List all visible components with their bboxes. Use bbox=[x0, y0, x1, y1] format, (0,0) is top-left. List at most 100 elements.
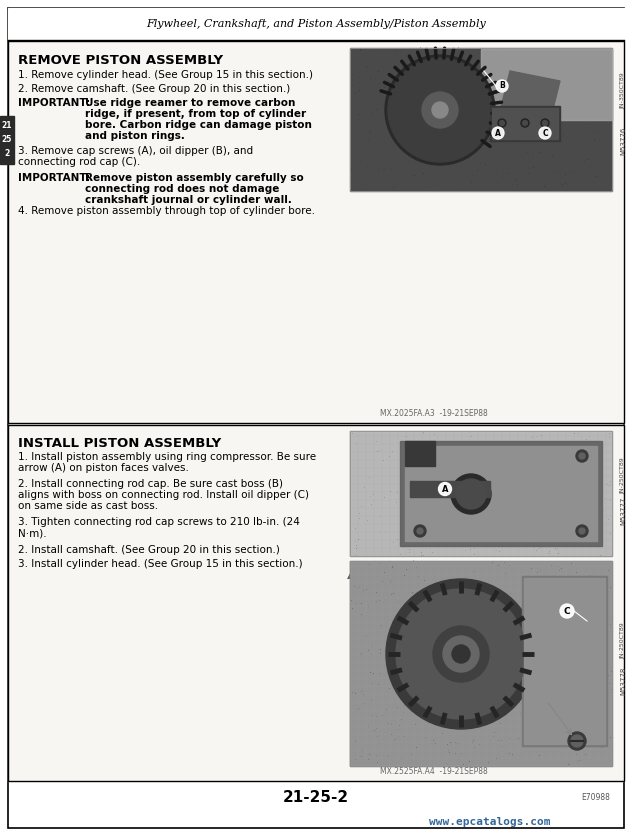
Text: Remove piston assembly carefully so: Remove piston assembly carefully so bbox=[85, 173, 304, 183]
Text: 2. Install connecting rod cap. Be sure cast boss (B): 2. Install connecting rod cap. Be sure c… bbox=[18, 479, 283, 489]
Bar bbox=[350, 48, 612, 191]
Bar bbox=[350, 561, 612, 766]
Text: M53776: M53776 bbox=[620, 127, 626, 155]
Text: N·m).: N·m). bbox=[18, 528, 47, 538]
Bar bbox=[8, 8, 624, 40]
Text: 1. Remove cylinder head. (See Group 15 in this section.): 1. Remove cylinder head. (See Group 15 i… bbox=[18, 70, 313, 80]
Bar bbox=[350, 561, 612, 766]
Bar bbox=[405, 446, 597, 541]
Circle shape bbox=[568, 732, 586, 750]
Text: bore. Carbon ridge can damage piston: bore. Carbon ridge can damage piston bbox=[85, 120, 312, 130]
Bar bbox=[410, 481, 490, 497]
Text: REMOVE PISTON ASSEMBLY: REMOVE PISTON ASSEMBLY bbox=[18, 54, 223, 67]
Text: 4. Remove piston assembly through top of cylinder bore.: 4. Remove piston assembly through top of… bbox=[18, 206, 315, 216]
Text: 3. Remove cap screws (A), oil dipper (B), and: 3. Remove cap screws (A), oil dipper (B)… bbox=[18, 146, 253, 156]
Text: A: A bbox=[442, 485, 448, 493]
Text: Flywheel, Crankshaft, and Piston Assembly/Piston Assembly: Flywheel, Crankshaft, and Piston Assembl… bbox=[146, 19, 486, 29]
Bar bbox=[490, 106, 560, 141]
Bar bbox=[8, 41, 624, 423]
Circle shape bbox=[432, 102, 448, 118]
Text: MX.2525FA.A4  -19-21SEP88: MX.2525FA.A4 -19-21SEP88 bbox=[380, 767, 488, 776]
Bar bbox=[350, 48, 612, 191]
Circle shape bbox=[521, 119, 529, 127]
Circle shape bbox=[414, 525, 426, 537]
Circle shape bbox=[571, 735, 583, 747]
Circle shape bbox=[576, 450, 588, 462]
Text: 2. Remove camshaft. (See Group 20 in this section.): 2. Remove camshaft. (See Group 20 in thi… bbox=[18, 84, 290, 94]
Text: E70988: E70988 bbox=[581, 793, 610, 803]
Bar bbox=[8, 425, 624, 781]
Text: ridge, if present, from top of cylinder: ridge, if present, from top of cylinder bbox=[85, 109, 306, 119]
Circle shape bbox=[579, 528, 585, 534]
Circle shape bbox=[579, 453, 585, 459]
Bar bbox=[350, 431, 612, 556]
Text: C: C bbox=[542, 129, 548, 137]
Circle shape bbox=[414, 450, 426, 462]
Text: crankshaft journal or cylinder wall.: crankshaft journal or cylinder wall. bbox=[85, 195, 292, 205]
Text: on same side as cast boss.: on same side as cast boss. bbox=[18, 501, 158, 511]
Bar bbox=[522, 576, 607, 746]
Text: www.epcatalogs.com: www.epcatalogs.com bbox=[429, 817, 550, 827]
Circle shape bbox=[385, 55, 495, 165]
Circle shape bbox=[396, 589, 526, 719]
Circle shape bbox=[456, 479, 486, 509]
Text: 21: 21 bbox=[2, 121, 12, 130]
Text: A: A bbox=[495, 129, 501, 137]
Text: connecting rod does not damage: connecting rod does not damage bbox=[85, 184, 279, 194]
Circle shape bbox=[542, 120, 547, 125]
Circle shape bbox=[417, 453, 423, 459]
Text: ▲: ▲ bbox=[347, 572, 353, 580]
Text: IMPORTANT:: IMPORTANT: bbox=[18, 173, 90, 183]
Bar bbox=[350, 431, 612, 556]
Circle shape bbox=[492, 127, 504, 139]
Circle shape bbox=[451, 474, 491, 514]
Circle shape bbox=[386, 579, 536, 729]
Text: and piston rings.: and piston rings. bbox=[85, 131, 185, 141]
Text: connecting rod cap (C).: connecting rod cap (C). bbox=[18, 157, 140, 167]
Circle shape bbox=[452, 645, 470, 663]
Text: MX.2025FA.A3  -19-21SEP88: MX.2025FA.A3 -19-21SEP88 bbox=[380, 409, 488, 418]
Circle shape bbox=[541, 119, 549, 127]
Polygon shape bbox=[500, 71, 560, 121]
Text: IMPORTANT:: IMPORTANT: bbox=[18, 98, 90, 108]
Circle shape bbox=[576, 525, 588, 537]
Text: JN-250CT89: JN-250CT89 bbox=[621, 457, 626, 494]
Text: JN-350CT89: JN-350CT89 bbox=[621, 73, 626, 110]
Circle shape bbox=[499, 120, 504, 125]
Bar bbox=[481, 49, 612, 120]
Bar bbox=[524, 578, 605, 744]
Circle shape bbox=[439, 482, 451, 496]
Circle shape bbox=[417, 528, 423, 534]
Bar bbox=[492, 108, 558, 139]
Text: 1. Install piston assembly using ring compressor. Be sure: 1. Install piston assembly using ring co… bbox=[18, 452, 316, 462]
Bar bbox=[405, 441, 435, 466]
Text: 2. Install camshaft. (See Group 20 in this section.): 2. Install camshaft. (See Group 20 in th… bbox=[18, 545, 280, 555]
Circle shape bbox=[443, 636, 479, 672]
Text: 25: 25 bbox=[2, 135, 12, 145]
Text: B: B bbox=[499, 81, 505, 90]
Bar bbox=[8, 41, 624, 423]
Bar bbox=[350, 431, 612, 556]
Circle shape bbox=[539, 127, 551, 139]
Text: aligns with boss on connecting rod. Install oil dipper (C): aligns with boss on connecting rod. Inst… bbox=[18, 490, 309, 500]
Text: arrow (A) on piston faces valves.: arrow (A) on piston faces valves. bbox=[18, 463, 189, 473]
Text: M53778: M53778 bbox=[620, 667, 626, 696]
Circle shape bbox=[433, 626, 489, 682]
Circle shape bbox=[498, 119, 506, 127]
Circle shape bbox=[560, 604, 574, 618]
Circle shape bbox=[422, 92, 458, 128]
Text: Use ridge reamer to remove carbon: Use ridge reamer to remove carbon bbox=[85, 98, 295, 108]
Bar bbox=[400, 441, 602, 546]
Bar bbox=[481, 49, 612, 120]
Circle shape bbox=[496, 80, 508, 92]
Text: M53777: M53777 bbox=[620, 497, 626, 525]
Text: C: C bbox=[564, 606, 570, 615]
Text: 3. Install cylinder head. (See Group 15 in this section.): 3. Install cylinder head. (See Group 15 … bbox=[18, 559, 303, 569]
Text: 21-25-2: 21-25-2 bbox=[283, 791, 349, 806]
Text: 2: 2 bbox=[4, 150, 9, 159]
Bar bbox=[8, 425, 624, 781]
Text: JN-250CT89: JN-250CT89 bbox=[621, 623, 626, 660]
Bar bbox=[350, 561, 612, 766]
Circle shape bbox=[523, 120, 528, 125]
Text: INSTALL PISTON ASSEMBLY: INSTALL PISTON ASSEMBLY bbox=[18, 437, 221, 450]
